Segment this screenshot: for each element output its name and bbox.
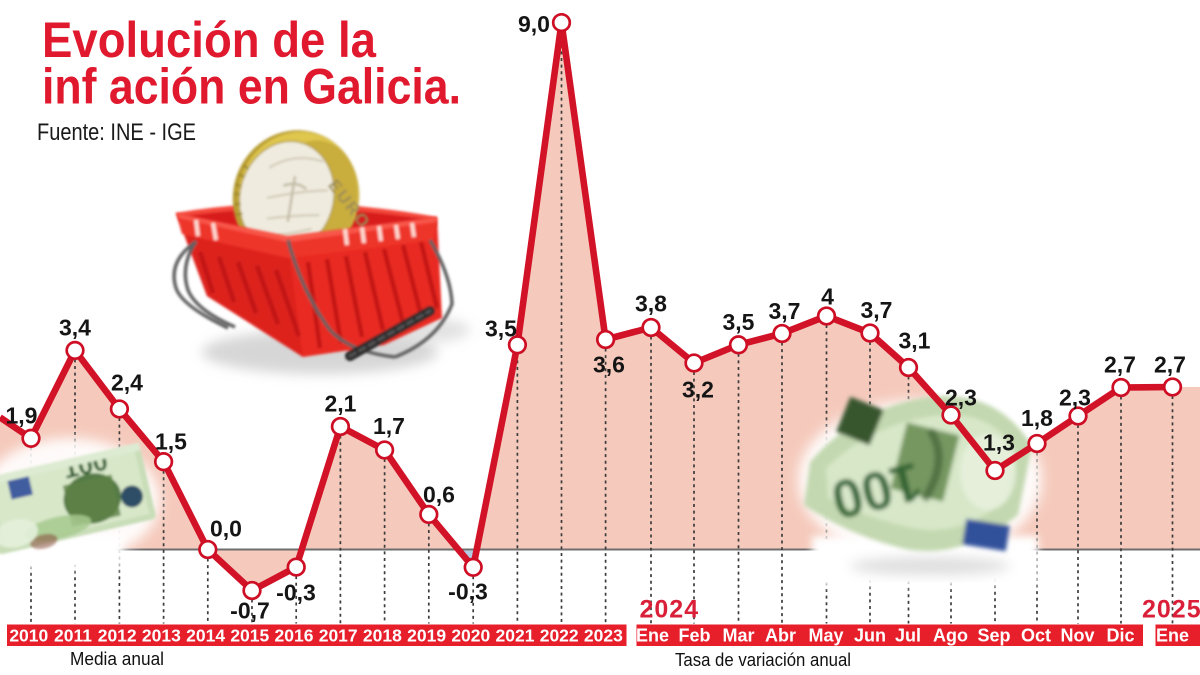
svg-text:2018: 2018 <box>363 626 402 646</box>
svg-text:Feb: Feb <box>678 626 710 646</box>
svg-text:3,5: 3,5 <box>723 309 755 335</box>
svg-text:2016: 2016 <box>275 626 314 646</box>
svg-text:May: May <box>808 626 843 646</box>
svg-text:2012: 2012 <box>98 626 137 646</box>
svg-text:2022: 2022 <box>540 626 579 646</box>
svg-text:0,6: 0,6 <box>423 481 455 507</box>
svg-text:Oct: Oct <box>1021 626 1051 646</box>
svg-text:Ene: Ene <box>636 626 669 646</box>
svg-text:inf ación en Galicia.: inf ación en Galicia. <box>42 59 461 115</box>
svg-text:Ago: Ago <box>933 626 968 646</box>
svg-text:Ene: Ene <box>1156 626 1189 646</box>
svg-text:2,7: 2,7 <box>1154 351 1186 377</box>
svg-text:2,4: 2,4 <box>111 369 143 395</box>
svg-text:1,3: 1,3 <box>983 429 1015 455</box>
svg-text:2020: 2020 <box>451 626 490 646</box>
svg-text:Mar: Mar <box>722 626 754 646</box>
svg-text:Media anual: Media anual <box>70 648 164 669</box>
svg-text:3,2: 3,2 <box>682 376 714 402</box>
svg-text:3,1: 3,1 <box>899 327 931 353</box>
svg-text:Dic: Dic <box>1106 626 1134 646</box>
svg-text:3,8: 3,8 <box>635 290 667 316</box>
svg-text:2,3: 2,3 <box>1059 384 1091 410</box>
svg-text:3,5: 3,5 <box>485 315 517 341</box>
svg-text:Tasa de variación anual: Tasa de variación anual <box>675 649 851 670</box>
svg-text:Abr: Abr <box>765 626 796 646</box>
svg-text:1,8: 1,8 <box>1021 405 1053 431</box>
svg-text:2017: 2017 <box>319 626 358 646</box>
svg-text:-0,3: -0,3 <box>276 579 316 605</box>
svg-text:4: 4 <box>821 283 834 309</box>
svg-text:3,7: 3,7 <box>861 297 893 323</box>
svg-text:3,6: 3,6 <box>593 351 625 377</box>
svg-text:2019: 2019 <box>407 626 446 646</box>
svg-text:2010: 2010 <box>9 626 48 646</box>
svg-text:2023: 2023 <box>584 626 623 646</box>
svg-text:2014: 2014 <box>186 626 225 646</box>
svg-text:2011: 2011 <box>54 626 92 646</box>
svg-text:2021: 2021 <box>496 626 535 646</box>
svg-text:2,7: 2,7 <box>1104 351 1136 377</box>
svg-text:3,4: 3,4 <box>59 314 91 340</box>
svg-text:2015: 2015 <box>230 626 269 646</box>
svg-text:2,1: 2,1 <box>325 390 357 416</box>
svg-text:2025: 2025 <box>1142 596 1200 624</box>
svg-text:Fuente: INE - IGE: Fuente: INE - IGE <box>37 119 196 146</box>
svg-text:1,9: 1,9 <box>6 402 38 428</box>
svg-text:Evolución de la: Evolución de la <box>42 12 377 68</box>
svg-text:9,0: 9,0 <box>518 11 550 37</box>
svg-text:0,0: 0,0 <box>210 515 242 541</box>
svg-text:2024: 2024 <box>640 596 700 624</box>
svg-text:2013: 2013 <box>142 626 181 646</box>
svg-text:Sep: Sep <box>977 626 1010 646</box>
svg-text:Jul: Jul <box>895 626 921 646</box>
svg-text:-0,3: -0,3 <box>448 578 488 604</box>
svg-text:Nov: Nov <box>1060 626 1094 646</box>
svg-text:1,7: 1,7 <box>373 413 405 439</box>
svg-text:1,5: 1,5 <box>155 428 187 454</box>
svg-text:2,3: 2,3 <box>945 384 977 410</box>
svg-text:Jun: Jun <box>854 626 886 646</box>
svg-text:3,7: 3,7 <box>769 298 801 324</box>
svg-text:-0,7: -0,7 <box>230 597 270 623</box>
